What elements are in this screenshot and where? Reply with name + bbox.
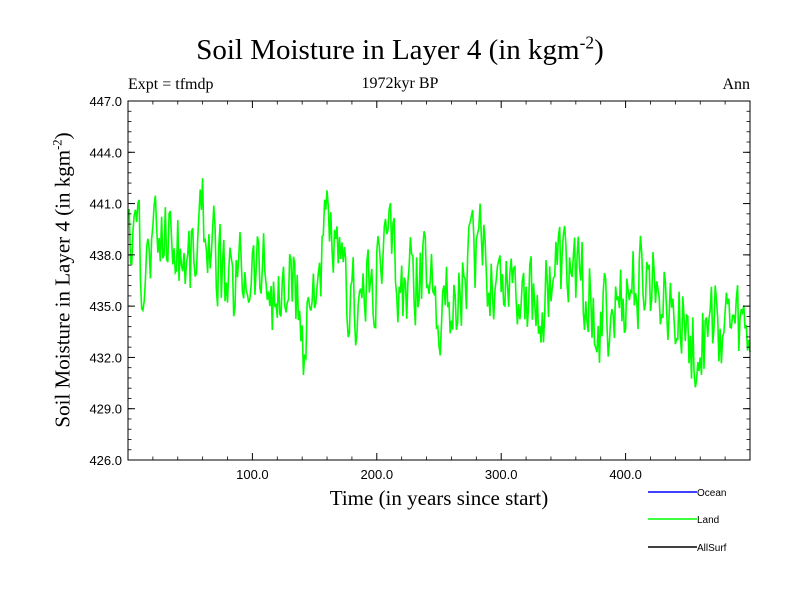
y-tick-label: 432.0 [89,350,122,365]
experiment-label: Expt = tfmdp [128,76,214,93]
x-tick-label: 400.0 [609,467,642,482]
legend-label-land: Land [697,515,719,526]
y-tick-label: 447.0 [89,94,122,109]
y-tick-label: 435.0 [89,299,122,314]
series-line-land [128,178,751,388]
y-tick-label: 426.0 [89,453,122,468]
x-axis-label: Time (in years since start) [329,486,549,510]
x-tick-label: 200.0 [361,467,394,482]
x-tick-label: 300.0 [485,467,518,482]
x-tick-label: 100.0 [236,467,269,482]
plot-frame [127,100,751,461]
chart-subtitle: 1972kyr BP [361,75,439,92]
legend-label-allsurf: AllSurf [697,543,727,554]
chart-title: Soil Moisture in Layer 4 (in kgm-2) [196,32,604,66]
season-label: Ann [722,76,750,93]
y-tick-label: 429.0 [89,402,122,417]
y-tick-label: 441.0 [89,197,122,212]
legend-label-ocean: Ocean [697,488,726,499]
y-tick-label: 438.0 [89,248,122,263]
y-tick-label: 444.0 [89,145,122,160]
